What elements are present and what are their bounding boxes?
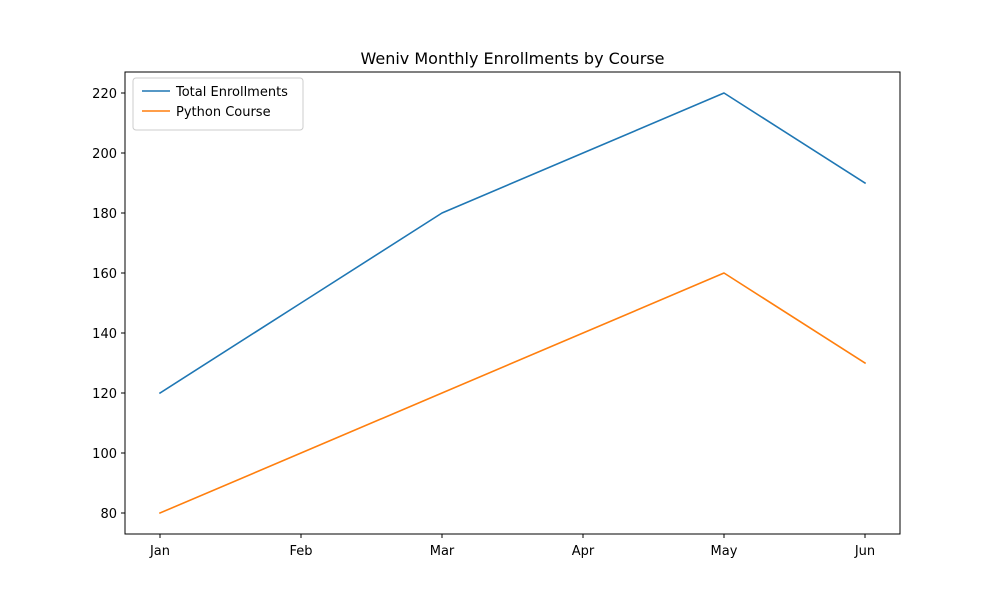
series-line-total-enrollments [158, 92, 867, 395]
axes-frame [124, 71, 901, 535]
series-line-python-course [158, 272, 867, 515]
x-tick-label: Apr [572, 544, 595, 559]
y-tick-label: 100 [92, 447, 117, 462]
y-tick-label: 220 [92, 87, 117, 102]
y-tick-label: 140 [92, 327, 117, 342]
x-tick-label: Jun [854, 544, 875, 559]
x-tick-label: Feb [289, 544, 312, 559]
legend-label: Python Course [176, 105, 271, 120]
y-tick-label: 200 [92, 147, 117, 162]
chart-title: Weniv Monthly Enrollments by Course [360, 49, 664, 68]
legend-box [132, 77, 304, 131]
x-tick-label: Jan [149, 544, 170, 559]
y-tick-label: 80 [100, 507, 117, 522]
legend: Total Enrollments Python Course [132, 77, 304, 131]
x-tick-label: May [711, 544, 738, 559]
y-tick-label: 160 [92, 267, 117, 282]
y-tick-label: 120 [92, 387, 117, 402]
y-tick-label: 180 [92, 207, 117, 222]
legend-label: Total Enrollments [175, 85, 288, 100]
plot-area: 80 100 120 140 160 180 200 220 Jan Feb Mar Apr May Ju… [92, 87, 875, 559]
x-tick-label: Mar [430, 544, 455, 559]
